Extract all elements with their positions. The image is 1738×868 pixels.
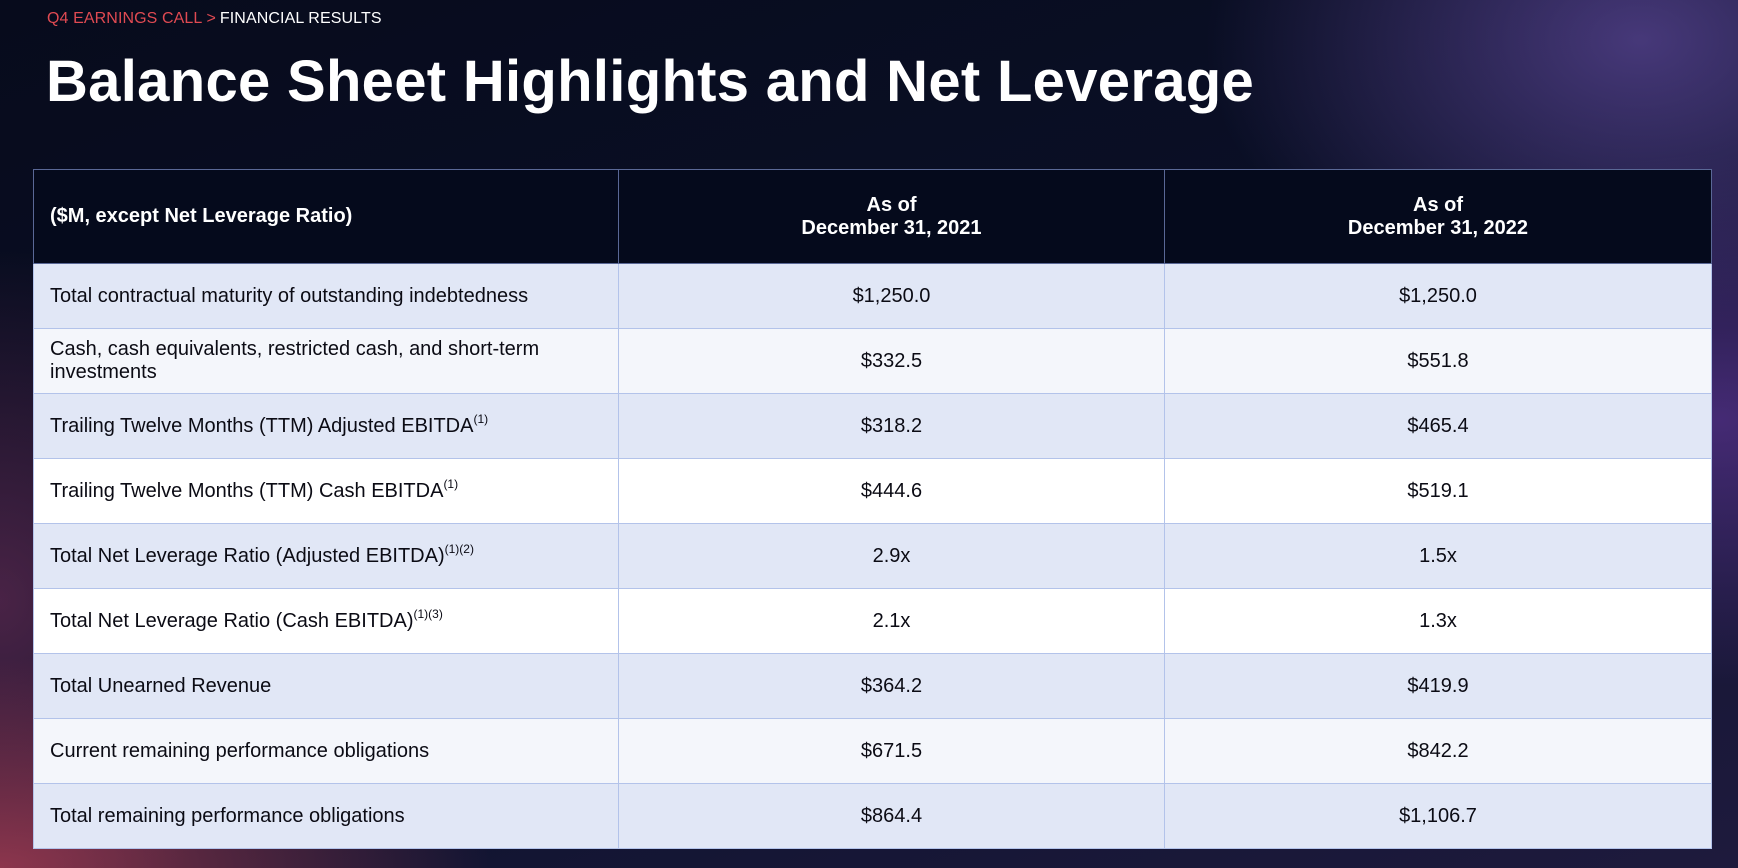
row-label: Total remaining performance obligations [33, 783, 619, 849]
value-2021: $1,250.0 [618, 263, 1165, 329]
table-row: Total remaining performance obligations … [33, 783, 1712, 849]
value-2022: $419.9 [1164, 653, 1712, 719]
row-label-text: Total remaining performance obligations [50, 804, 405, 827]
row-label: Total contractual maturity of outstandin… [33, 263, 619, 329]
footnote-marker: (1)(2) [444, 541, 474, 556]
breadcrumb-separator: > [206, 10, 216, 27]
footnote-marker: (1) [443, 476, 459, 491]
header-2021-line1: As of [866, 193, 917, 216]
table-row: Current remaining performance obligation… [33, 718, 1712, 784]
breadcrumb-section: Q4 EARNINGS CALL [47, 10, 203, 27]
row-label-text: Total Net Leverage Ratio (Adjusted EBITD… [50, 544, 445, 567]
row-label: Trailing Twelve Months (TTM) Cash EBITDA… [33, 458, 619, 524]
header-2021: As of December 31, 2021 [618, 169, 1165, 264]
table-row: Cash, cash equivalents, restricted cash,… [33, 328, 1712, 394]
value-2021: $364.2 [618, 653, 1165, 719]
value-2022: $465.4 [1164, 393, 1712, 459]
table-row: Total Net Leverage Ratio (Adjusted EBITD… [33, 523, 1712, 589]
page-title: Balance Sheet Highlights and Net Leverag… [46, 49, 1255, 114]
value-2021: 2.1x [618, 588, 1165, 654]
value-2022: $1,250.0 [1164, 263, 1712, 329]
row-label: Trailing Twelve Months (TTM) Adjusted EB… [33, 393, 619, 459]
value-2022: $1,106.7 [1164, 783, 1712, 849]
value-2022: $842.2 [1164, 718, 1712, 784]
value-2021: $332.5 [618, 328, 1165, 394]
row-label-text: Total Net Leverage Ratio (Cash EBITDA) [50, 609, 414, 632]
header-2022-line2: December 31, 2022 [1347, 216, 1529, 239]
table-row: Trailing Twelve Months (TTM) Adjusted EB… [33, 393, 1712, 459]
breadcrumb-current: FINANCIAL RESULTS [219, 10, 382, 27]
breadcrumb: Q4 EARNINGS CALL > FINANCIAL RESULTS [47, 10, 382, 28]
value-2021: $864.4 [618, 783, 1165, 849]
row-label: Total Unearned Revenue [33, 653, 619, 719]
value-2022: $551.8 [1164, 328, 1712, 394]
value-2021: $444.6 [618, 458, 1165, 524]
row-label: Current remaining performance obligation… [33, 718, 619, 784]
header-2022-line1: As of [1413, 193, 1463, 216]
row-label-text: Total contractual maturity of outstandin… [50, 284, 529, 307]
balance-sheet-table: ($M, except Net Leverage Ratio) As of De… [33, 169, 1712, 849]
header-label: ($M, except Net Leverage Ratio) [33, 169, 619, 264]
header-2021-line2: December 31, 2021 [801, 216, 982, 239]
table-header-row: ($M, except Net Leverage Ratio) As of De… [33, 169, 1712, 264]
row-label-text: Current remaining performance obligation… [50, 739, 430, 762]
value-2022: 1.3x [1164, 588, 1712, 654]
row-label-text: Trailing Twelve Months (TTM) Adjusted EB… [50, 414, 474, 437]
value-2021: $671.5 [618, 718, 1165, 784]
row-label: Total Net Leverage Ratio (Adjusted EBITD… [33, 523, 619, 589]
header-2022: As of December 31, 2022 [1164, 169, 1712, 264]
table-row: Total contractual maturity of outstandin… [33, 263, 1712, 329]
footnote-marker: (1) [473, 411, 489, 426]
row-label: Total Net Leverage Ratio (Cash EBITDA)(1… [33, 588, 619, 654]
row-label: Cash, cash equivalents, restricted cash,… [33, 328, 619, 394]
value-2021: $318.2 [618, 393, 1165, 459]
row-label-text: Trailing Twelve Months (TTM) Cash EBITDA [50, 479, 444, 502]
table-row: Total Net Leverage Ratio (Cash EBITDA)(1… [33, 588, 1712, 654]
row-label-text: Cash, cash equivalents, restricted cash,… [50, 338, 540, 383]
table-row: Trailing Twelve Months (TTM) Cash EBITDA… [33, 458, 1712, 524]
value-2021: 2.9x [618, 523, 1165, 589]
value-2022: $519.1 [1164, 458, 1712, 524]
row-label-text: Total Unearned Revenue [50, 674, 272, 697]
footnote-marker: (1)(3) [413, 606, 443, 621]
value-2022: 1.5x [1164, 523, 1712, 589]
table-row: Total Unearned Revenue $364.2 $419.9 [33, 653, 1712, 719]
